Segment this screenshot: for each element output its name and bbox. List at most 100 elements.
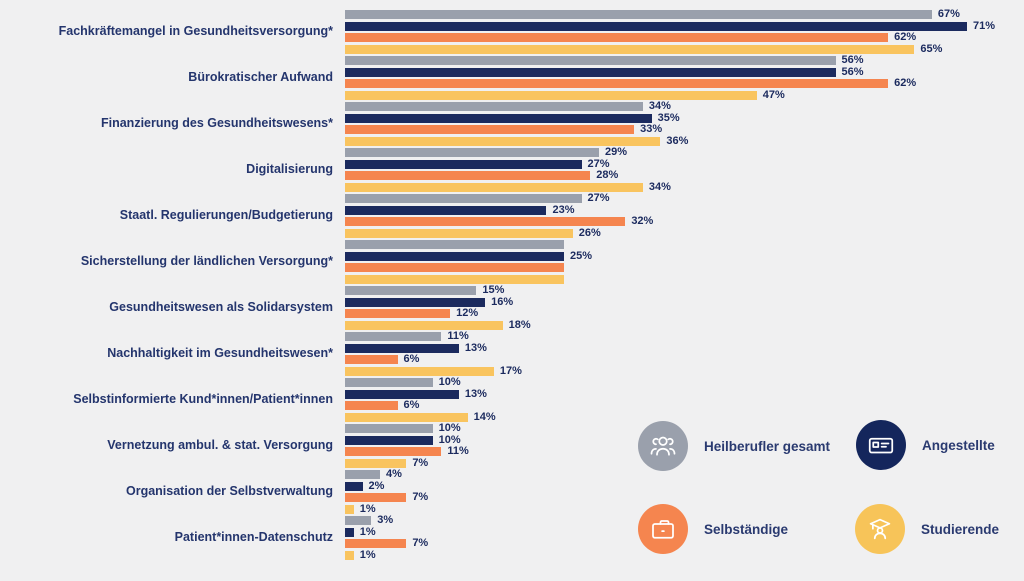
bar-selbstaendige — [345, 355, 398, 364]
bar-row: 33% — [345, 123, 1024, 135]
value-label: 4% — [386, 468, 402, 480]
bar-row: 56% — [345, 65, 1024, 78]
chart-group: Digitalisierung 29% 27% 28% 34% — [0, 147, 1024, 193]
bar-angestellte — [345, 297, 486, 307]
value-label: 56% — [841, 54, 864, 66]
value-label: 6% — [403, 353, 420, 365]
briefcase-icon — [638, 504, 688, 554]
legend-label: Selbständige — [704, 521, 789, 537]
bar-row: 36% — [345, 135, 1024, 146]
value-label: 33% — [640, 123, 663, 135]
bar-row: 71% — [345, 19, 1024, 32]
value-label: 6% — [403, 399, 420, 411]
bar-heilberufler-gesamt — [345, 286, 477, 295]
bar-angestellte — [345, 159, 582, 169]
bar-heilberufler-gesamt — [345, 332, 442, 341]
chart-group: Patient*innen-Datenschutz 3% 1% 7% 1% — [0, 514, 1024, 561]
value-label: 71% — [972, 19, 995, 32]
bar-angestellte — [345, 67, 836, 77]
bar-row: 23% — [345, 204, 1024, 215]
bar-selbstaendige — [345, 493, 407, 502]
bar-selbstaendige — [345, 79, 889, 88]
legend-item-selbstaendige: Selbständige — [638, 504, 788, 554]
chart-group: Nachhaltigkeit im Gesundheitswesen* 11% 13… — [0, 331, 1024, 377]
bar-studierende — [345, 412, 468, 422]
value-label: 3% — [377, 514, 394, 526]
bar-angestellte — [345, 205, 547, 215]
value-label: 15% — [482, 284, 505, 296]
category-label: Nachhaltigkeit im Gesundheitswesen* — [107, 345, 333, 360]
bar-angestellte — [345, 251, 564, 261]
bar-row: 18% — [345, 318, 1024, 331]
bar-row: 26% — [345, 227, 1024, 238]
bar-selbstaendige — [345, 217, 626, 226]
bar-group: 25% — [345, 240, 1024, 284]
bar-studierende — [345, 182, 643, 192]
value-label: 47% — [762, 88, 785, 101]
value-label: 25% — [570, 249, 593, 262]
id-card-icon — [856, 420, 906, 470]
bar-row: 16% — [345, 296, 1024, 307]
bar-group: 29% 27% 28% 34% — [345, 147, 1024, 193]
bar-heilberufler-gesamt — [345, 102, 643, 111]
bar-row: 11% — [345, 331, 1024, 342]
graduate-icon — [855, 504, 905, 554]
value-label: 2% — [368, 479, 385, 492]
bar-row: 62% — [345, 31, 1024, 43]
bar-selbstaendige — [345, 125, 635, 134]
value-label: 27% — [587, 192, 610, 204]
bar-angestellte — [345, 481, 363, 491]
bar-row: 15% — [345, 284, 1024, 296]
bar-selbstaendige — [345, 33, 889, 42]
bar-studierende — [345, 504, 354, 514]
bar-row: 27% — [345, 158, 1024, 169]
bar-studierende — [345, 458, 407, 468]
bar-angestellte — [345, 21, 967, 31]
bar-row — [345, 240, 1024, 249]
bar-row: 1% — [345, 526, 1024, 537]
value-label: 11% — [447, 445, 469, 457]
value-label: 1% — [359, 502, 376, 515]
bar-row: 10% — [345, 376, 1024, 388]
category-label: Staatl. Regulierungen/Budgetierung — [119, 207, 333, 222]
value-label: 10% — [438, 376, 461, 388]
bar-group: 10% 10% 11% 7% — [345, 423, 1024, 468]
bar-angestellte — [345, 113, 652, 123]
bar-group: 34% 35% 33% 36% — [345, 101, 1024, 146]
bar-selbstaendige — [345, 401, 398, 410]
bar-row: 6% — [345, 399, 1024, 411]
bar-row: 32% — [345, 215, 1024, 227]
bar-studierende — [345, 136, 661, 146]
bar-row: 56% — [345, 54, 1024, 66]
value-label: 13% — [464, 387, 487, 400]
people-group-icon — [638, 421, 688, 471]
value-label: 56% — [841, 65, 864, 78]
value-label: 32% — [631, 215, 654, 227]
bar-selbstaendige — [345, 263, 564, 272]
category-label: Gesundheitswesen als Solidarsystem — [109, 299, 333, 314]
bar-row — [345, 263, 1024, 272]
bar-heilberufler-gesamt — [345, 148, 600, 157]
bar-row: 10% — [345, 423, 1024, 434]
bar-heilberufler-gesamt — [345, 516, 372, 525]
legend-item-studierende: Studierende — [855, 504, 999, 554]
value-label: 34% — [648, 180, 671, 193]
bar-group: 56% 56% 62% 47% — [345, 54, 1024, 101]
value-label: 10% — [438, 433, 461, 446]
value-label: 17% — [499, 364, 522, 377]
chart-group: Bürokratischer Aufwand 56% 56% 62% 47% — [0, 54, 1024, 101]
bar-row: 13% — [345, 341, 1024, 354]
bar-heilberufler-gesamt — [345, 470, 381, 479]
category-label: Finanzierung des Gesundheitswesens* — [100, 115, 333, 130]
value-label: 13% — [464, 341, 487, 354]
value-label: 62% — [894, 31, 917, 43]
bar-row: 7% — [345, 457, 1024, 468]
bar-row: 1% — [345, 548, 1024, 561]
bar-group: 67% 71% 62% 65% — [345, 9, 1024, 54]
bar-row: 67% — [345, 9, 1024, 20]
bar-group: 11% 13% 6% 17% — [345, 331, 1024, 377]
bar-row: 28% — [345, 170, 1024, 181]
value-label: 18% — [508, 318, 531, 331]
bar-heilberufler-gesamt — [345, 10, 932, 19]
value-label: 1% — [359, 548, 376, 561]
